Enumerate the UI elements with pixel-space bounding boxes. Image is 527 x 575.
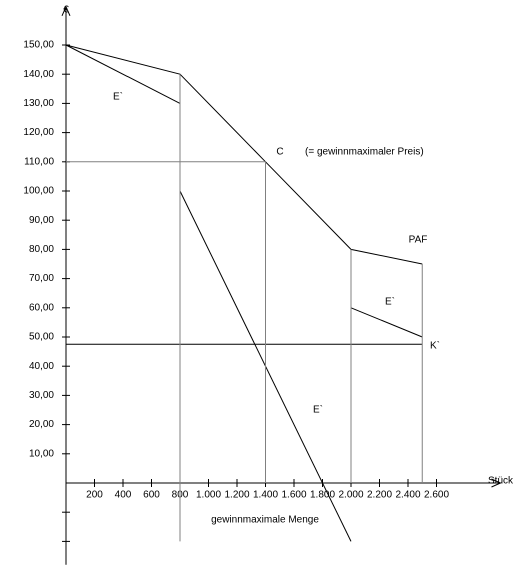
y-tick-label: 90,00: [29, 215, 54, 226]
x-tick-label: 600: [143, 490, 160, 501]
y-tick-label: 80,00: [29, 244, 54, 255]
x-tick-label: 2.200: [367, 490, 392, 501]
y-axis-arrow: [61, 5, 71, 17]
series-label: E`: [385, 296, 395, 308]
y-tick-label: 150,00: [23, 40, 54, 51]
x-axis-label: Stück: [488, 476, 514, 487]
x-tick-label: 400: [115, 490, 132, 501]
series-label: PAF: [409, 235, 428, 246]
series-label: K`: [430, 340, 440, 352]
y-tick-label: 70,00: [29, 273, 54, 284]
x-tick-label: 2.000: [338, 490, 363, 501]
series-line: [350, 307, 423, 338]
x-tick-label: 1.800: [310, 490, 335, 501]
y-tick-label: 10,00: [29, 448, 54, 459]
x-tick-label: 200: [86, 490, 103, 501]
y-tick-label: 120,00: [23, 127, 54, 138]
annotation: (= gewinnmaximaler Preis): [305, 147, 424, 158]
y-tick-label: 30,00: [29, 390, 54, 401]
x-axis-arrow: [491, 478, 502, 488]
x-tick-label: 2.600: [424, 490, 449, 501]
x-tick-label: 1.200: [224, 490, 249, 501]
y-tick-label: 130,00: [23, 98, 54, 109]
x-tick-label: 2.400: [395, 490, 420, 501]
y-tick-label: 110,00: [24, 156, 54, 167]
y-tick-label: 50,00: [29, 332, 54, 343]
x-tick-label: 1.600: [281, 490, 306, 501]
series-label: E`: [113, 91, 123, 103]
x-tick-label: 1.000: [196, 490, 221, 501]
y-tick-label: 100,00: [23, 186, 54, 197]
y-tick-label: 20,00: [29, 419, 54, 430]
series-line: [65, 44, 181, 104]
series-label: E`: [313, 404, 323, 416]
annotation: gewinnmaximale Menge: [211, 515, 319, 526]
y-tick-label: 60,00: [29, 302, 54, 313]
y-tick-label: 40,00: [29, 361, 54, 372]
x-tick-label: 1.400: [253, 490, 278, 501]
y-tick-label: 140,00: [23, 69, 54, 80]
annotation: C: [276, 147, 283, 158]
